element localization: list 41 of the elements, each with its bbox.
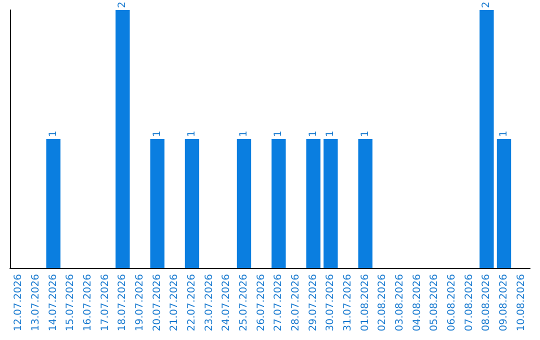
x-tick-label: 31.07.2026	[342, 274, 354, 332]
x-tick-label: 24.07.2026	[221, 274, 232, 332]
x-tick-label: 25.07.2026	[238, 274, 250, 332]
x-tick-label: 28.07.2026	[290, 274, 302, 332]
x-tick-label: 12.07.2026	[13, 274, 24, 332]
data-label: 2	[481, 2, 492, 8]
x-tick-label: 27.07.2026	[273, 274, 284, 332]
x-tick-label: 06.08.2026	[446, 274, 458, 332]
x-tick-label: 16.07.2026	[82, 274, 94, 332]
x-tick-label: 21.07.2026	[169, 274, 180, 332]
data-label: 2	[117, 2, 128, 8]
x-tick-label: 29.07.2026	[308, 274, 319, 332]
x-tick-label: 02.08.2026	[377, 274, 388, 332]
x-tick-label: 23.07.2026	[204, 274, 215, 332]
data-label: 1	[325, 130, 336, 137]
x-tick-label: 18.07.2026	[117, 274, 128, 332]
x-tick-label: 20.07.2026	[152, 274, 163, 332]
x-tick-label: 08.08.2026	[481, 274, 492, 332]
x-tick-label: 01.08.2026	[360, 274, 371, 332]
x-tick-label: 17.07.2026	[100, 274, 111, 332]
x-tick-label: 14.07.2026	[48, 274, 59, 332]
x-tick-label: 13.07.2026	[30, 274, 42, 332]
x-tick-label: 05.08.2026	[429, 274, 440, 332]
data-label: 1	[186, 130, 198, 137]
data-label: 1	[498, 130, 510, 137]
x-tick-label: 09.08.2026	[498, 274, 510, 332]
x-tick-label: 04.08.2026	[412, 274, 423, 332]
data-label: 1	[273, 130, 284, 137]
x-tick-label: 19.07.2026	[134, 274, 146, 332]
x-tick-label: 03.08.2026	[394, 274, 406, 332]
data-label: 1	[152, 130, 163, 137]
data-label: 1	[360, 130, 371, 137]
x-tick-label: 30.07.2026	[325, 274, 336, 332]
data-label: 1	[308, 130, 319, 137]
x-tick-label: 26.07.2026	[256, 274, 267, 332]
data-label: 1	[238, 130, 250, 137]
x-tick-label: 15.07.2026	[65, 274, 76, 332]
x-tick-label: 22.07.2026	[186, 274, 198, 332]
x-tick-label: 07.08.2026	[464, 274, 475, 332]
data-label: 1	[48, 130, 59, 137]
x-tick-label: 10.08.2026	[516, 274, 527, 332]
